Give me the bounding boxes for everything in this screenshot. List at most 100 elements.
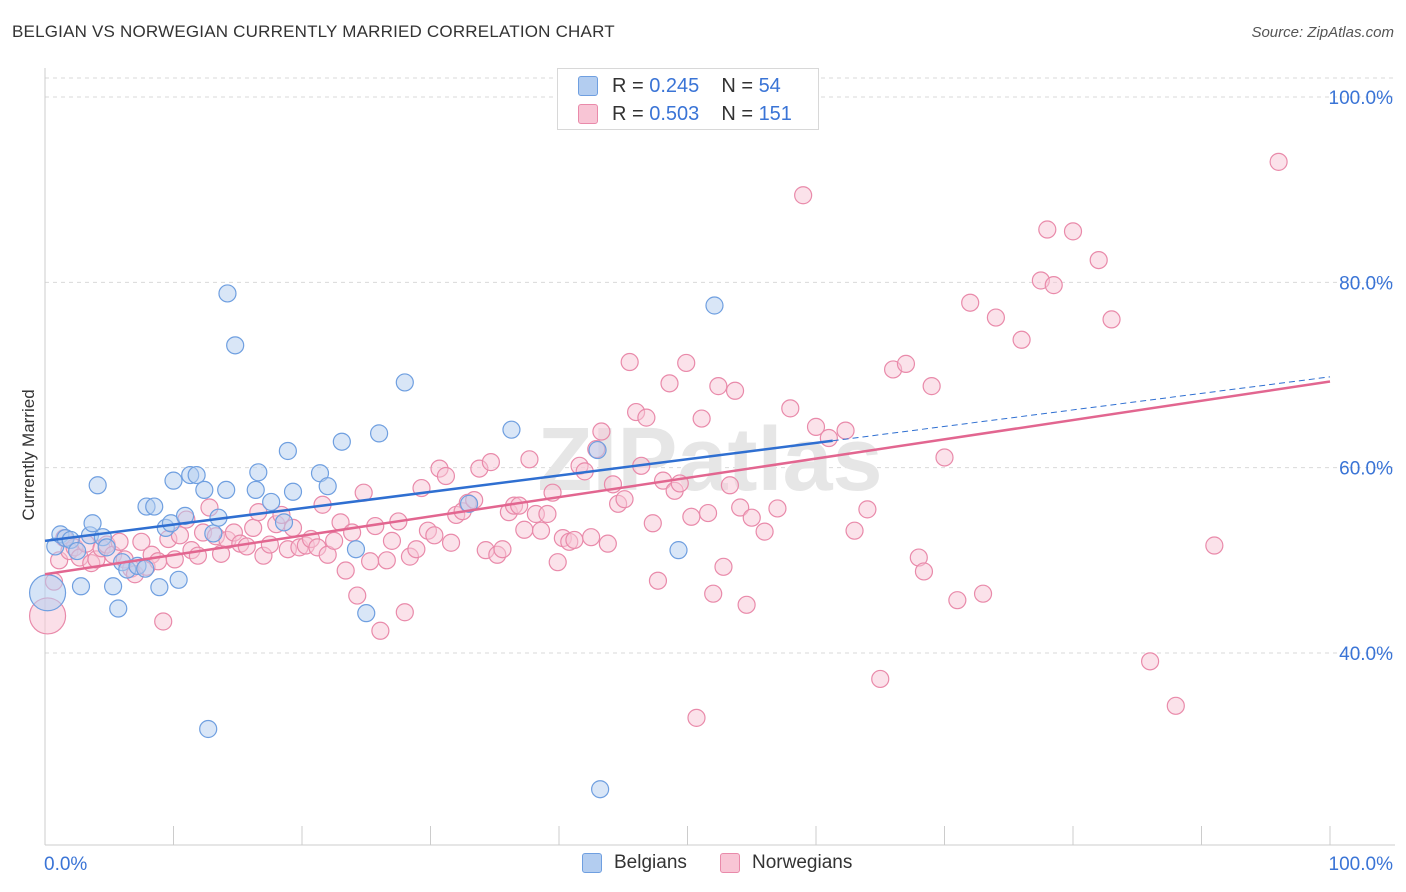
data-point (436, 466, 456, 486)
series-legend: Belgians Norwegians (0, 852, 1406, 878)
norwegians-trend-line (44, 380, 1331, 576)
data-point (83, 514, 102, 533)
r-value: 0.245 (649, 74, 700, 97)
trend-lines (44, 376, 1331, 576)
data-point (669, 541, 688, 560)
data-point (136, 559, 155, 578)
data-point (361, 552, 380, 571)
y-axis-label: Currently Married (19, 389, 38, 520)
data-point (948, 591, 967, 610)
data-point (806, 417, 826, 436)
norwegians-swatch (720, 853, 740, 873)
data-point (781, 399, 800, 418)
n-label: N = (721, 102, 753, 125)
x-tick-label: 100.0% (1329, 854, 1394, 875)
data-point (588, 440, 607, 460)
data-point (395, 373, 414, 392)
data-point (819, 428, 838, 448)
data-point (370, 424, 389, 443)
axes (44, 68, 1395, 846)
data-point (598, 534, 617, 553)
y-tick-label: 100.0% (1329, 88, 1394, 109)
data-point (283, 482, 303, 501)
data-point (481, 453, 500, 472)
correlation-legend: R = 0.245 N = 54 R = 0.503 N = 151 (557, 68, 819, 130)
data-point (698, 503, 718, 523)
data-point (935, 448, 954, 467)
data-point (332, 432, 351, 451)
data-point (687, 708, 706, 727)
data-point (725, 381, 745, 400)
data-point (755, 522, 774, 541)
data-point (714, 557, 733, 576)
data-point (531, 521, 551, 540)
data-point (737, 595, 756, 614)
data-point (922, 377, 941, 396)
chart-title: BELGIAN VS NORWEGIAN CURRENTLY MARRIED C… (12, 22, 615, 41)
data-point (592, 422, 611, 441)
data-point (1038, 220, 1057, 239)
legend-item-norwegians[interactable]: Norwegians (720, 852, 852, 874)
legend-row-belgians: R = 0.245 N = 54 (578, 73, 781, 99)
data-point (246, 480, 265, 500)
data-point (986, 308, 1006, 327)
data-point (164, 471, 183, 490)
watermark: ZIPatlas (537, 410, 882, 510)
data-point (97, 538, 116, 557)
tick-labels: 100.0% 80.0% 60.0% 40.0% 0.0% 100.0% (44, 88, 1393, 875)
data-point (1012, 330, 1031, 349)
data-point (620, 352, 639, 372)
legend-label-norwegians: Norwegians (752, 852, 853, 873)
data-point (643, 514, 662, 533)
data-point (510, 496, 529, 515)
y-tick-label: 40.0% (1339, 644, 1393, 665)
data-point (1269, 152, 1288, 171)
data-point (195, 480, 214, 500)
data-point (742, 508, 761, 527)
data-point (459, 494, 479, 513)
data-point (615, 490, 634, 509)
data-point (204, 524, 223, 543)
data-point (591, 780, 610, 799)
data-point (660, 374, 679, 393)
legend-item-belgians[interactable]: Belgians (582, 852, 687, 874)
data-point (515, 520, 534, 539)
data-point (871, 669, 890, 689)
y-tick-label: 60.0% (1339, 459, 1393, 480)
data-point (150, 578, 169, 597)
data-point (237, 537, 256, 556)
data-point (395, 603, 414, 622)
data-point (371, 621, 390, 640)
data-point (441, 533, 461, 552)
data-point (836, 421, 855, 440)
data-point (520, 450, 539, 469)
data-point (278, 441, 297, 461)
data-point (104, 577, 123, 596)
data-point (407, 540, 426, 559)
belgians-points (28, 284, 724, 799)
data-point (768, 499, 787, 518)
data-point (709, 377, 728, 396)
data-point (154, 612, 173, 631)
data-point (896, 354, 916, 373)
data-point (217, 480, 236, 500)
data-point (845, 521, 864, 540)
r-label: R = (612, 102, 644, 125)
data-point (1089, 250, 1108, 270)
data-point (68, 541, 87, 561)
data-point (548, 553, 567, 572)
data-point (318, 477, 337, 496)
data-point (357, 604, 376, 623)
data-point (346, 540, 366, 559)
data-point (425, 526, 444, 545)
data-point (88, 476, 107, 495)
data-point (692, 409, 711, 428)
data-point (677, 353, 696, 373)
data-point (961, 293, 980, 312)
data-point (187, 465, 206, 485)
data-point (218, 284, 237, 303)
data-point (170, 526, 190, 545)
r-value: 0.503 (649, 102, 700, 125)
data-point (582, 528, 601, 547)
data-point (336, 561, 355, 580)
